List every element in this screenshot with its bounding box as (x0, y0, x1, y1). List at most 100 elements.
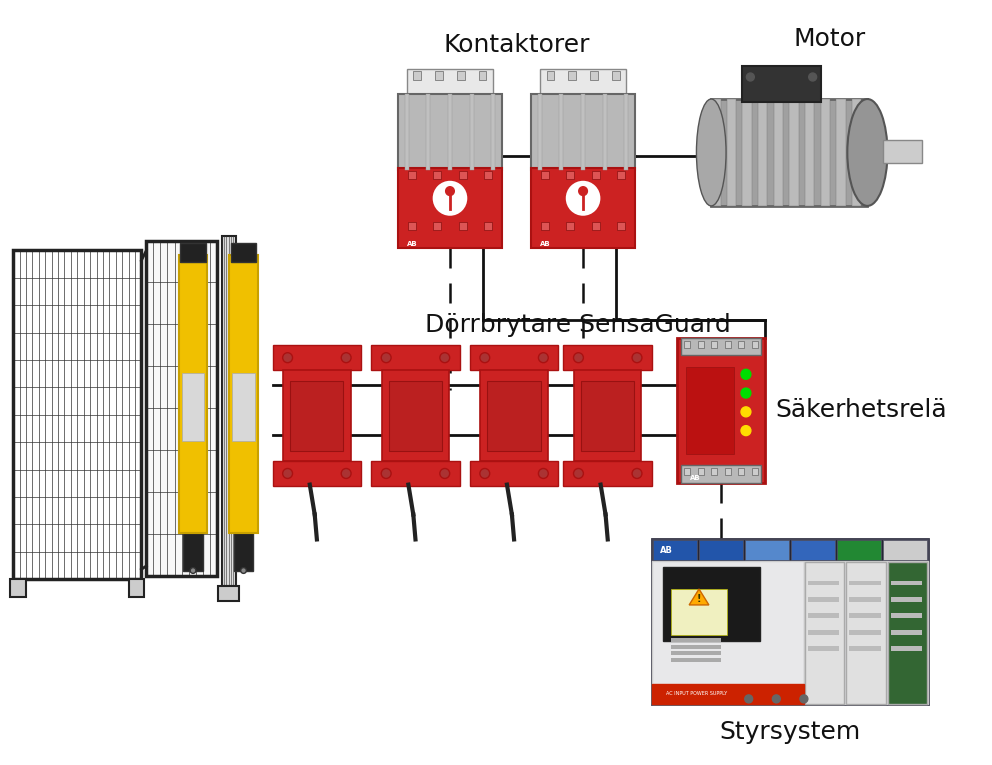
Bar (291, 382, 343, 451)
Text: AB: AB (661, 545, 674, 555)
Bar (448, 94, 452, 170)
Bar (742, 99, 752, 206)
Bar (663, 568, 760, 641)
Text: !: ! (696, 594, 701, 604)
Bar (408, 222, 416, 230)
Text: Säkerhetsrelä: Säkerhetsrelä (776, 399, 947, 422)
Bar (568, 71, 576, 80)
Bar (711, 99, 720, 206)
Bar (531, 94, 635, 170)
Bar (652, 684, 804, 704)
Bar (807, 597, 839, 602)
Bar (852, 99, 861, 206)
Bar (891, 581, 923, 585)
Bar (883, 140, 923, 163)
Bar (487, 382, 541, 451)
Bar (677, 338, 766, 483)
Bar (805, 562, 844, 704)
Bar (758, 99, 768, 206)
Circle shape (808, 73, 816, 81)
Circle shape (439, 468, 449, 478)
Bar (612, 71, 620, 80)
Text: AC INPUT POWER SUPPLY: AC INPUT POWER SUPPLY (666, 692, 727, 696)
Bar (891, 597, 923, 602)
Circle shape (539, 468, 549, 478)
Bar (559, 94, 563, 170)
Bar (538, 94, 542, 170)
Bar (590, 71, 598, 80)
Bar (382, 370, 449, 461)
Bar (469, 345, 558, 370)
Bar (617, 171, 625, 179)
Circle shape (566, 182, 599, 215)
Bar (484, 171, 492, 179)
Bar (684, 341, 690, 348)
Bar (13, 250, 142, 579)
Circle shape (741, 407, 751, 417)
Bar (547, 71, 555, 80)
Text: Dörrbrytare SensaGuard: Dörrbrytare SensaGuard (426, 313, 731, 337)
Bar (672, 589, 726, 635)
Bar (491, 94, 495, 170)
Bar (883, 540, 928, 560)
Circle shape (241, 568, 246, 574)
Bar (682, 338, 761, 356)
Bar (531, 168, 635, 249)
Text: AB: AB (690, 475, 700, 481)
Bar (542, 171, 549, 179)
Bar (371, 345, 460, 370)
Bar (179, 256, 207, 533)
Bar (222, 236, 235, 586)
Bar (458, 171, 466, 179)
Bar (652, 539, 929, 561)
Bar (407, 69, 493, 96)
Bar (563, 345, 652, 370)
Bar (742, 66, 820, 103)
Text: Styrsystem: Styrsystem (719, 720, 861, 744)
Bar (480, 370, 548, 461)
Circle shape (341, 353, 351, 363)
Bar (652, 539, 929, 704)
Bar (469, 461, 558, 486)
Bar (427, 94, 431, 170)
Bar (791, 540, 835, 560)
Bar (672, 638, 721, 642)
Bar (836, 99, 845, 206)
Bar (849, 581, 881, 585)
Bar (807, 614, 839, 618)
Bar (807, 581, 839, 585)
Circle shape (190, 568, 195, 574)
Bar (682, 465, 761, 483)
Bar (434, 171, 441, 179)
Bar (182, 373, 204, 441)
Bar (711, 341, 717, 348)
Bar (849, 646, 881, 651)
Bar (542, 222, 549, 230)
Bar (727, 99, 736, 206)
Circle shape (773, 695, 781, 703)
Ellipse shape (847, 99, 888, 206)
Bar (672, 658, 721, 662)
Bar (752, 341, 758, 348)
Bar (10, 579, 26, 597)
Circle shape (745, 695, 753, 703)
Circle shape (381, 468, 391, 478)
Bar (371, 461, 460, 486)
Bar (389, 382, 442, 451)
Bar (218, 586, 239, 601)
Bar (745, 540, 789, 560)
Bar (146, 240, 217, 576)
Bar (229, 256, 258, 533)
Bar (563, 461, 652, 486)
Bar (699, 540, 743, 560)
Bar (625, 94, 628, 170)
Bar (849, 597, 881, 602)
Bar (566, 171, 574, 179)
Bar (484, 222, 492, 230)
Bar (181, 243, 205, 262)
Bar (592, 222, 600, 230)
Text: Kontaktorer: Kontaktorer (443, 33, 590, 57)
Bar (146, 240, 217, 576)
Text: AB: AB (407, 241, 418, 247)
Bar (807, 646, 839, 651)
